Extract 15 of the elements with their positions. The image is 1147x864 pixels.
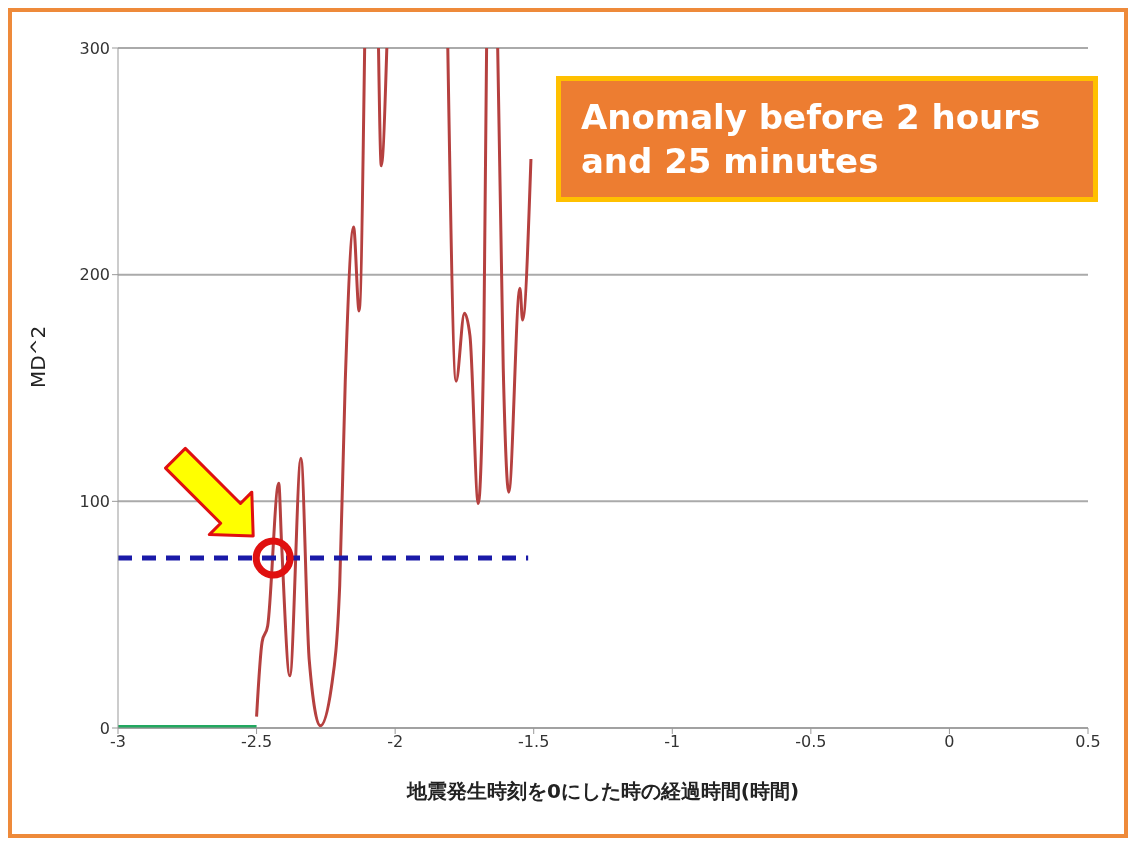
y-tick-label: 100 <box>79 492 110 512</box>
x-tick-label: 0 <box>944 732 955 752</box>
y-tick-label: 200 <box>79 265 110 285</box>
x-tick-label: -1 <box>664 732 681 752</box>
y-tick-label: 0 <box>99 718 110 738</box>
x-axis-title: 地震発生時刻を0にした時の経過時間(時間) <box>405 779 800 803</box>
x-tick-label: -1.5 <box>518 732 550 752</box>
y-tick-label: 300 <box>79 38 110 58</box>
x-tick-label: -2 <box>387 732 404 752</box>
x-tick-label: 0.5 <box>1075 732 1101 752</box>
x-tick-label: -3 <box>110 732 126 752</box>
y-axis-title: MD^2 <box>26 325 51 388</box>
x-tick-label: -2.5 <box>240 732 273 752</box>
annotation: Anomaly before 2 hours and 25 minutes <box>555 76 1098 203</box>
x-tick-label: -0.5 <box>795 732 827 752</box>
